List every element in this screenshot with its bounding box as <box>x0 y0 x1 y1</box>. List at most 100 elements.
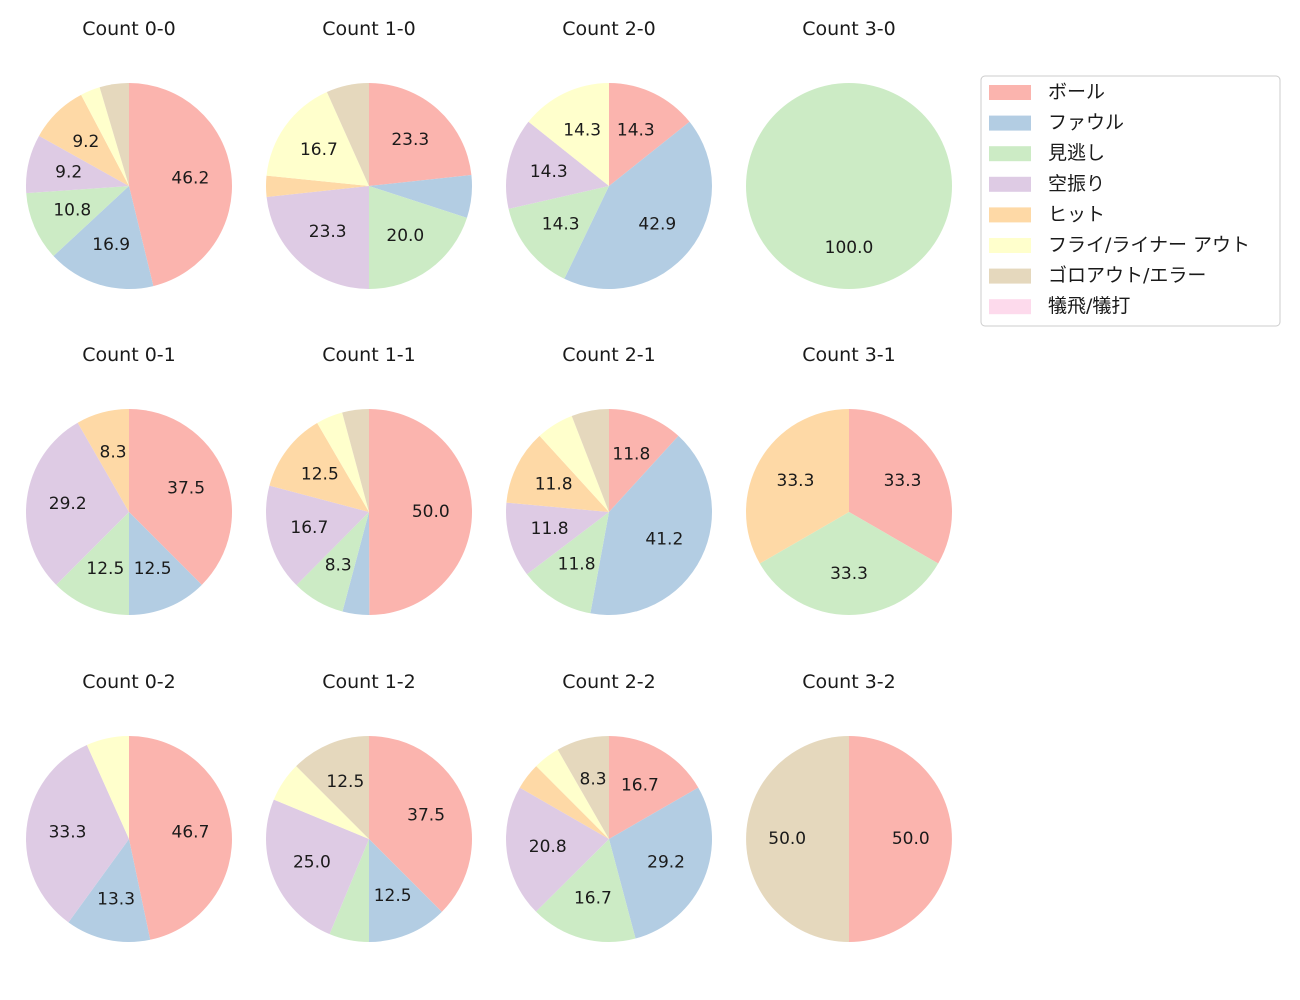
pie-slice <box>506 787 609 912</box>
pie-slice <box>526 512 609 614</box>
pie-slice <box>266 186 369 289</box>
pie-slice <box>266 799 369 935</box>
pie-data-label: 100.0 <box>825 238 874 258</box>
pie-data-label: 42.9 <box>638 215 676 235</box>
pie-data-label: 12.5 <box>301 465 339 485</box>
pie-data-label: 16.7 <box>574 889 612 909</box>
pie-title: Count 0-0 <box>82 18 176 40</box>
pie-chart: Count 2-2 16.7 29.2 16.7 20.8 8.3 <box>506 671 713 942</box>
pie-slice <box>759 512 939 615</box>
pie-slice <box>369 175 472 218</box>
pie-slice <box>609 787 713 939</box>
pie-chart: Count 0-1 37.5 12.5 12.5 29.2 8.3 <box>26 344 232 615</box>
pie-slice <box>609 83 690 186</box>
pie-slice <box>296 736 369 839</box>
pie-slice <box>129 512 202 615</box>
legend-swatch <box>989 238 1031 253</box>
pie-slice <box>746 736 849 942</box>
legend-swatch <box>989 299 1031 315</box>
pie-slice <box>746 83 952 289</box>
legend-label: ボール <box>1048 81 1105 103</box>
pie-title: Count 2-2 <box>562 671 656 693</box>
legend-label: 見逃し <box>1048 142 1105 164</box>
pie-chart: Count 1-1 50.0 8.3 16.7 12.5 <box>265 344 473 615</box>
pie-slice <box>25 135 129 194</box>
pie-slice <box>609 409 679 512</box>
pie-slice <box>369 839 442 942</box>
pie-title: Count 2-0 <box>562 18 656 40</box>
pie-slice <box>571 409 609 512</box>
pie-data-label: 12.5 <box>86 559 124 579</box>
pie-slice <box>528 83 609 186</box>
pie-title: Count 3-0 <box>802 18 896 40</box>
pie-data-label: 25.0 <box>293 853 331 873</box>
pie-slice <box>609 736 699 839</box>
pie-data-label: 50.0 <box>768 829 806 849</box>
pie-slice <box>369 83 472 186</box>
legend-label: ゴロアウト/エラー <box>1048 265 1206 287</box>
pie-slice <box>342 409 369 512</box>
pie-slice <box>519 766 609 839</box>
pie-data-label: 16.7 <box>300 140 338 160</box>
legend-item: 見逃し <box>989 142 1105 164</box>
pie-data-label: 11.8 <box>558 555 596 575</box>
pie-slice <box>745 409 849 564</box>
pie-data-label: 10.8 <box>53 201 91 221</box>
pie-data-label: 37.5 <box>167 478 205 498</box>
legend-item: 空振り <box>989 173 1105 195</box>
legend-swatch <box>989 146 1031 162</box>
pie-slice <box>590 435 712 615</box>
pie-data-label: 41.2 <box>645 529 683 549</box>
pie-title: Count 3-2 <box>802 671 896 693</box>
legend-swatch <box>989 115 1031 131</box>
pie-slice <box>317 412 369 512</box>
pie-data-label: 29.2 <box>647 853 685 873</box>
legend-item: ファウル <box>989 112 1124 134</box>
pie-data-label: 16.7 <box>290 518 328 538</box>
legend-frame <box>980 75 1281 327</box>
pie-data-label: 8.3 <box>325 556 352 576</box>
pie-slice <box>539 415 609 512</box>
legend-item: 犠飛/犠打 <box>989 295 1130 317</box>
pie-chart: Count 0-0 46.2 16.910.8 9.2 9.2 <box>25 18 232 290</box>
pie-chart: Count 2-0 14.3 42.9 14.3 14.3 14.3 <box>506 18 712 289</box>
pie-data-label: 20.8 <box>529 837 567 857</box>
pie-slice <box>26 186 130 257</box>
pie-slice <box>369 409 473 615</box>
pie-slice <box>269 422 369 512</box>
pie-data-label: 50.0 <box>892 829 930 849</box>
pie-slice <box>506 121 609 209</box>
pie-data-label: 33.3 <box>49 823 87 843</box>
pie-chart: Count 1-0 23.3 20.0 23.3 16.7 <box>265 18 472 289</box>
pie-data-label: 33.3 <box>830 564 868 584</box>
pie-slice <box>77 409 129 512</box>
pie-data-label: 33.3 <box>777 471 815 491</box>
pie-slice <box>129 736 232 940</box>
legend-swatch <box>989 207 1031 223</box>
pie-data-label: 9.2 <box>55 163 82 183</box>
pie-chart: Count 3-0 100.0 <box>746 18 952 289</box>
pie-data-label: 16.9 <box>92 235 130 255</box>
legend-item: ゴロアウト/エラー <box>989 265 1206 287</box>
pie-slice <box>506 435 609 512</box>
pie-data-label: 33.3 <box>884 471 922 491</box>
pie-title: Count 1-2 <box>322 671 416 693</box>
pie-data-label: 14.3 <box>617 120 655 140</box>
pie-data-label: 11.8 <box>612 444 650 464</box>
legend-item: フライ/ライナー アウト <box>989 234 1250 256</box>
pie-title: Count 2-1 <box>562 344 656 366</box>
legend-label: 空振り <box>1048 173 1105 195</box>
pie-slice <box>266 91 369 186</box>
pie-data-label: 16.7 <box>621 775 659 795</box>
pie-data-label: 14.3 <box>563 120 601 140</box>
pie-data-label: 11.8 <box>531 519 569 539</box>
pie-data-label: 29.2 <box>49 494 87 514</box>
pie-data-label: 12.5 <box>326 772 364 792</box>
pie-slice <box>129 409 232 585</box>
pie-slice <box>265 175 369 197</box>
legend-swatch <box>989 176 1031 192</box>
legend-item: ヒット <box>989 203 1105 225</box>
pie-slice <box>26 422 129 585</box>
